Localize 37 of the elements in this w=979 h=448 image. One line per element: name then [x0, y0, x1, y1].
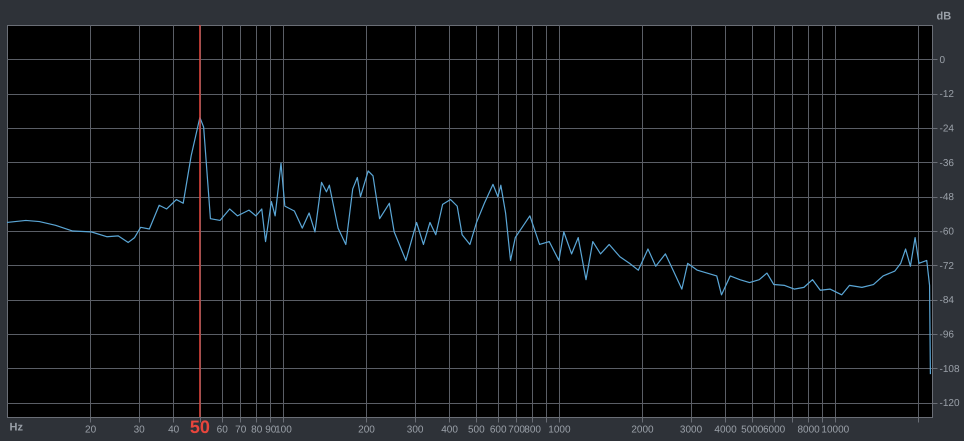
x-tick-label: 30: [134, 424, 146, 436]
x-tick-label: 60: [216, 424, 228, 436]
x-tick-label: 6000: [762, 424, 786, 436]
x-tick-label: 2000: [631, 424, 654, 436]
x-tick-label: 40: [168, 424, 180, 436]
x-tick-label: 80: [251, 424, 263, 436]
y-tick-label: -36: [940, 158, 954, 169]
y-tick-label: 0: [940, 54, 946, 66]
x-tick-label: 200: [358, 424, 376, 436]
y-tick-label: -108: [940, 364, 960, 375]
y-tick-label: -48: [940, 192, 954, 204]
x-tick-label: 3000: [680, 424, 703, 436]
x-axis-title: Hz: [10, 422, 24, 434]
x-tick-label: 700: [508, 424, 526, 436]
x-tick-label: 300: [406, 424, 424, 436]
x-tick-label: 5000: [741, 424, 764, 436]
x-tick-label: 500: [468, 424, 486, 436]
x-tick-label: 400: [441, 424, 458, 436]
y-tick-label: -84: [940, 295, 954, 306]
y-tick-label: -72: [940, 260, 954, 272]
y-tick-label: -12: [940, 89, 954, 100]
x-tick-label: 10000: [821, 424, 850, 436]
x-tick-label: 100: [275, 424, 292, 436]
ref-line-label: 50: [190, 417, 210, 437]
y-tick-label: -24: [940, 124, 954, 135]
y-tick-label: -96: [940, 330, 954, 341]
x-tick-label: 70: [235, 424, 247, 436]
y-tick-label: -60: [940, 226, 954, 238]
x-tick-label: 600: [490, 424, 507, 436]
x-tick-label: 90: [265, 424, 277, 436]
x-tick-label: 800: [524, 424, 542, 436]
y-tick-label: -120: [940, 398, 960, 410]
x-tick-label: 20: [85, 424, 97, 436]
x-tick-label: 1000: [548, 424, 571, 436]
y-axis-title: dB: [936, 10, 952, 22]
x-tick-label: 4000: [714, 424, 738, 436]
x-tick-label: 8000: [797, 424, 820, 436]
